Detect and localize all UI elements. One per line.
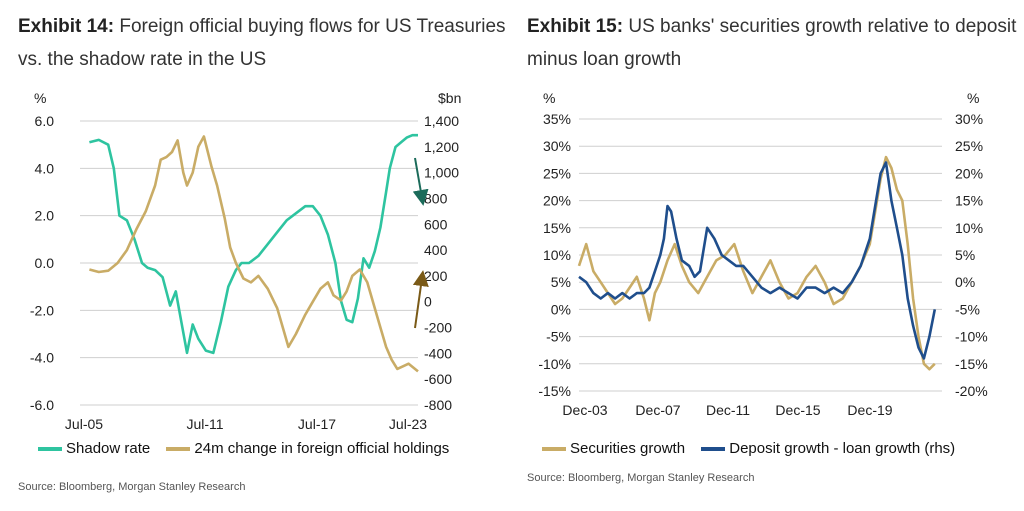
chart2-y-right-tick: 5% <box>955 247 975 263</box>
chart1-y-right-tick: 0 <box>424 294 432 310</box>
chart1-y-right-tick: -800 <box>424 397 452 413</box>
chart2-y-left-unit: % <box>543 90 555 106</box>
exhibit-15-chart: 35% 30% 25% 20% 15% 10% 5% 0% -5% -10% -15% 30% 25% 2… <box>538 90 988 418</box>
chart2-series-line-1 <box>577 155 936 371</box>
exhibit-14-label: Exhibit 14: <box>18 16 115 37</box>
chart2-y-left-tick: 35% <box>543 111 571 127</box>
chart1-y-left-tick: -4.0 <box>30 350 54 366</box>
chart1-x-tick: Jul-23 <box>389 416 427 432</box>
chart2-y-right-tick: -20% <box>955 383 988 399</box>
chart2-x-tick: Dec-11 <box>706 402 750 418</box>
exhibit-15-legend: Securities growth Deposit growth - loan … <box>542 440 967 457</box>
chart1-series-line-1 <box>89 133 418 355</box>
chart1-arrow-down <box>412 157 429 206</box>
chart2-x-tick: Dec-07 <box>635 402 680 418</box>
exhibit-15-panel: Exhibit 15: US banks' securities growth … <box>527 0 1024 511</box>
chart2-y-left-tick: -15% <box>538 383 571 399</box>
chart1-y-left-tick: 2.0 <box>35 208 55 224</box>
exhibit-15-title-text: US banks' securities growth relative to … <box>527 16 1017 70</box>
chart1-y-right-tick: -400 <box>424 345 452 361</box>
exhibit-14-legend: Shadow rate 24m change in foreign offici… <box>38 440 461 457</box>
chart1-y-right-tick: 1,200 <box>424 139 459 155</box>
chart2-y-right-tick: 25% <box>955 138 983 154</box>
chart1-x-tick: Jul-11 <box>186 416 223 432</box>
chart1-y-right-tick: 200 <box>424 268 448 284</box>
exhibit-15-source: Source: Bloomberg, Morgan Stanley Resear… <box>527 472 755 484</box>
chart1-y-right-tick: -600 <box>424 371 452 387</box>
chart2-y-left-tick: 25% <box>543 165 571 181</box>
chart1-y-right-unit: $bn <box>438 90 461 106</box>
chart2-y-right-tick: -15% <box>955 356 988 372</box>
chart2-y-left-tick: 30% <box>543 138 571 154</box>
chart1-y-right-tick: 1,000 <box>424 165 459 181</box>
legend-item-securities: Securities growth <box>542 440 685 457</box>
chart2-x-tick: Dec-15 <box>775 402 820 418</box>
legend-label-securities: Securities growth <box>570 440 686 457</box>
chart1-y-left-tick: 0.0 <box>35 255 55 271</box>
chart1-y-left-tick: 4.0 <box>35 160 55 176</box>
chart1-y-right-tick: 400 <box>424 242 448 258</box>
legend-item-holdings: 24m change in foreign official holdings <box>166 440 449 457</box>
legend-item-shadow-rate: Shadow rate <box>38 440 150 457</box>
chart1-series-line-2 <box>89 135 419 373</box>
chart2-y-left-tick: 0% <box>551 301 571 317</box>
chart2-series-line-2 <box>578 161 937 360</box>
chart2-y-left-tick: 20% <box>543 193 571 209</box>
chart1-y-left-tick: -6.0 <box>30 397 54 413</box>
exhibit-14-chart: 6.0 4.0 2.0 0.0 -2.0 -4.0 -6.0 1,400 1,200 1,000 8… <box>30 90 461 432</box>
chart2-y-left-tick: 10% <box>543 247 571 263</box>
chart1-y-right-tick: 1,400 <box>424 113 459 129</box>
exhibit-15-label: Exhibit 15: <box>527 16 624 37</box>
chart1-y-right-tick: 600 <box>424 216 448 232</box>
chart1-y-left-tick: -2.0 <box>30 302 54 318</box>
chart2-y-right-tick: 10% <box>955 220 983 236</box>
chart1-x-tick: Jul-05 <box>65 416 103 432</box>
chart1-y-left-unit: % <box>34 90 46 106</box>
chart2-y-right-tick: 15% <box>955 193 983 209</box>
chart2-y-right-tick: 30% <box>955 111 983 127</box>
chart2-x-tick: Dec-19 <box>847 402 892 418</box>
exhibit-14-title-text: Foreign official buying flows for US Tre… <box>18 16 506 70</box>
chart2-y-right-tick: -5% <box>955 301 980 317</box>
exhibit-14-title: Exhibit 14: Foreign official buying flow… <box>18 10 518 76</box>
chart2-y-left-tick: 15% <box>543 220 571 236</box>
exhibit-14-panel: Exhibit 14: Foreign official buying flow… <box>18 0 518 511</box>
chart2-x-tick: Dec-03 <box>562 402 607 418</box>
chart2-y-left-tick: -10% <box>538 356 571 372</box>
exhibit-15-title: Exhibit 15: US banks' securities growth … <box>527 10 1024 76</box>
chart1-y-right-tick: 800 <box>424 190 448 206</box>
chart1-y-right-tick: -200 <box>424 320 452 336</box>
chart2-y-right-tick: 0% <box>955 274 975 290</box>
chart1-x-tick: Jul-17 <box>298 416 336 432</box>
chart2-y-left-tick: 5% <box>551 274 571 290</box>
legend-label-holdings: 24m change in foreign official holdings <box>194 440 450 457</box>
legend-item-deposit: Deposit growth - loan growth (rhs) <box>701 440 955 457</box>
chart2-y-right-unit: % <box>967 90 979 106</box>
chart2-y-right-tick: 20% <box>955 165 983 181</box>
legend-label-deposit: Deposit growth - loan growth (rhs) <box>729 440 956 457</box>
chart2-y-right-tick: -10% <box>955 329 988 345</box>
legend-label-shadow-rate: Shadow rate <box>66 440 151 457</box>
chart2-y-left-tick: -5% <box>546 329 571 345</box>
chart1-arrow-up <box>412 270 429 329</box>
exhibit-14-source: Source: Bloomberg, Morgan Stanley Resear… <box>18 481 246 493</box>
chart1-y-left-tick: 6.0 <box>35 113 55 129</box>
